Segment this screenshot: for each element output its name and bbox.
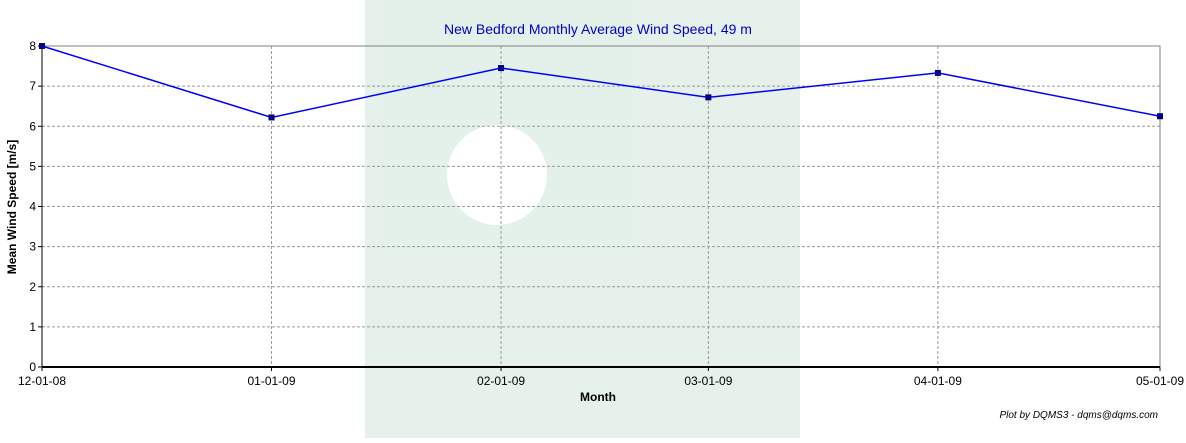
series-line (41, 45, 1161, 119)
y-tick-label: 5 (29, 159, 36, 173)
point-marker (1157, 113, 1163, 120)
y-tick-label: 4 (29, 200, 36, 214)
y-axis-label: Mean Wind Speed [m/s] (5, 140, 19, 275)
point-marker (39, 43, 45, 49)
y-tick-label: 3 (29, 240, 36, 254)
point-marker (705, 94, 712, 101)
y-tick-label: 7 (29, 79, 36, 93)
point-marker (934, 69, 941, 76)
x-tick-label: 12-01-08 (18, 374, 66, 388)
y-tick-label: 0 (29, 360, 36, 374)
y-tick-label: 8 (29, 39, 36, 53)
x-axis-label: Month (580, 390, 616, 404)
footer: Plot by DQMS3 - dqms@dqms.com (999, 410, 1158, 421)
x-tick-label: 02-01-09 (477, 374, 525, 388)
x-tick-label: 03-01-09 (684, 374, 732, 388)
y-tick-label: 6 (29, 119, 36, 133)
y-tick-label: 2 (29, 280, 36, 294)
chart-title: New Bedford Monthly Average Wind Speed, … (444, 21, 752, 37)
point-marker (268, 114, 275, 121)
watermark (365, 0, 800, 438)
x-tick-label: 01-01-09 (247, 374, 295, 388)
y-tick-label: 1 (29, 320, 36, 334)
point-marker (498, 65, 505, 72)
x-tick-label: 05-01-09 (1136, 374, 1184, 388)
x-tick-label: 04-01-09 (914, 374, 962, 388)
